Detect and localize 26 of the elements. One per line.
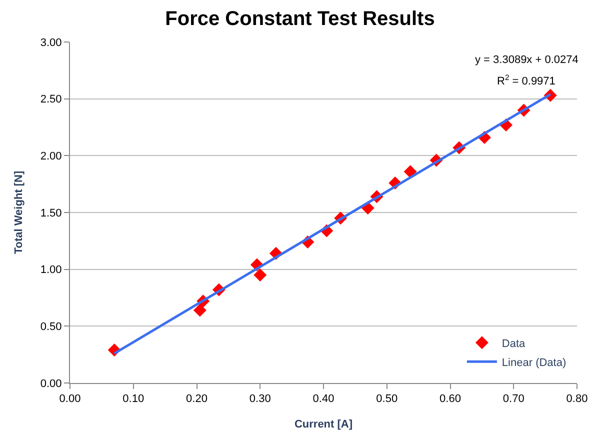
x-tick-label: 0.70 (502, 393, 524, 406)
y-axis-title: Total Weight [N] (13, 170, 26, 254)
y-tick-label: 0.50 (40, 321, 62, 334)
chart-title: Force Constant Test Results (165, 8, 435, 30)
point (254, 268, 267, 282)
y-tick-label: 3.00 (40, 36, 62, 49)
x-tick-label: 0.80 (566, 393, 588, 406)
y-tick-label: 1.50 (40, 207, 62, 220)
x-tick-label: 0.10 (122, 393, 144, 406)
x-tick-label: 0.50 (376, 393, 398, 406)
legend-label: Linear (Data) (502, 356, 566, 369)
y-tick-label: 0.00 (40, 378, 62, 390)
x-tick-label: 0.20 (186, 393, 208, 406)
x-tick-label: 0.40 (312, 393, 334, 406)
x-tick-label: 0.30 (249, 393, 271, 406)
point (404, 165, 417, 178)
annotation: y = 3.3089x + 0.0274 (475, 54, 578, 66)
y-tick-label: 2.00 (40, 150, 62, 163)
legend-label: Data (502, 338, 526, 350)
y-tick-label: 1.00 (40, 264, 62, 276)
y-tick-label: 2.50 (40, 94, 62, 106)
point (193, 304, 206, 317)
annotation: R$^{2}$ = 0.9971 (497, 73, 556, 88)
x-axis-title: Current [A] (294, 418, 353, 430)
x-tick-label: 0.00 (59, 393, 81, 406)
x-tick-label: 0.60 (440, 393, 461, 406)
